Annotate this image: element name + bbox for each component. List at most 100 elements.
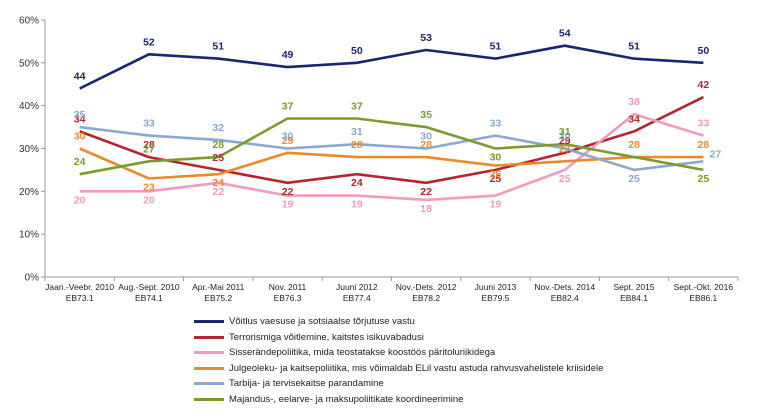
data-label: 25: [698, 173, 710, 185]
legend-label: Tarbija- ja tervisekaitse parandamine: [229, 378, 384, 390]
data-label: 25: [628, 173, 640, 185]
x-tick-label: Juuni 2013: [475, 282, 517, 292]
legend-label: Majandus-, eelarve- ja maksupoliitikate …: [229, 393, 464, 405]
y-tick-label: 20%: [19, 187, 39, 198]
data-label: 30: [559, 131, 571, 143]
data-label: 20: [74, 194, 86, 206]
x-tick-label: Aug.-Sept. 2010: [118, 282, 180, 292]
data-label: 51: [628, 41, 640, 53]
data-label: 26: [490, 169, 502, 181]
data-label: 49: [282, 49, 294, 61]
x-tick-label: Nov.-Dets. 2012: [396, 282, 457, 292]
y-axis-ticks: 0% 10% 20% 30% 40% 50% 60%: [19, 16, 45, 284]
data-label: 25: [490, 173, 502, 185]
data-label: 29: [559, 135, 571, 147]
data-label: 24: [74, 156, 86, 168]
data-label: 25: [212, 152, 224, 164]
series-line: [79, 117, 704, 176]
series-lines: [79, 44, 704, 202]
data-label: 22: [420, 186, 432, 198]
data-label: 50: [351, 45, 363, 57]
x-tick-label: Sept.-Okt. 2016: [674, 282, 734, 292]
x-tick-sublabel: EB74.1: [135, 293, 163, 303]
x-tick-label: Apr.-Mai 2011: [192, 282, 245, 292]
x-tick-sublabel: EB73.1: [66, 293, 94, 303]
data-label: 54: [559, 28, 571, 40]
data-label: 34: [628, 113, 640, 125]
legend-swatch: [194, 320, 224, 324]
x-tick-label: Nov.-Dets. 2014: [534, 282, 595, 292]
x-tick-label: Nov. 2011: [269, 282, 307, 292]
data-label: 22: [282, 186, 294, 198]
data-label: 22: [212, 186, 224, 198]
data-label: 35: [74, 109, 86, 121]
data-label: 51: [490, 41, 502, 53]
legend-swatch: [194, 351, 224, 355]
data-label: 30: [490, 152, 502, 164]
data-label: 28: [212, 139, 224, 151]
data-label: 19: [282, 199, 294, 211]
x-tick-sublabel: EB77.4: [343, 293, 371, 303]
y-tick-label: 50%: [19, 58, 39, 69]
series-line: [79, 95, 704, 185]
legend-item: Sisserändepoliitika, mida teostatakse ko…: [194, 345, 714, 361]
data-label: 34: [74, 113, 86, 125]
legend-swatch: [194, 397, 224, 401]
data-label: 31: [559, 126, 571, 138]
y-tick-label: 0%: [25, 273, 40, 284]
legend-item: Julgeoleku- ja kaitsepoliitika, mis võim…: [194, 361, 714, 377]
data-label: 42: [698, 79, 710, 91]
x-tick-label: Jaan.-Veebr. 2010: [45, 282, 114, 292]
x-tick-sublabel: EB75.2: [204, 293, 232, 303]
legend-item: Majandus-, eelarve- ja maksupoliitikate …: [194, 392, 714, 408]
y-tick-label: 10%: [19, 230, 39, 241]
legend-item: Võitlus vaesuse ja sotsiaalse tõrjutuse …: [194, 314, 714, 330]
data-label: 33: [490, 118, 502, 130]
data-label: 32: [212, 122, 224, 134]
legend-item: Terrorismiga võitlemine, kaitstes isikuv…: [194, 330, 714, 346]
legend-swatch: [194, 382, 224, 386]
x-tick-sublabel: EB84.1: [620, 293, 648, 303]
chart-legend: Võitlus vaesuse ja sotsiaalse tõrjutuse …: [194, 314, 714, 407]
data-label: 18: [420, 203, 432, 215]
data-label: 50: [698, 45, 710, 57]
data-label: 28: [420, 139, 432, 151]
x-tick-sublabel: EB86.1: [689, 293, 717, 303]
legend-swatch: [194, 335, 224, 339]
y-tick-label: 60%: [19, 16, 39, 27]
y-tick-label: 30%: [19, 144, 39, 155]
data-label: 38: [628, 96, 640, 108]
y-tick-label: 40%: [19, 101, 39, 112]
data-label: 37: [282, 101, 294, 113]
legend-label: Sisserändepoliitika, mida teostatakse ko…: [229, 347, 496, 359]
line-chart: 0%10%20%30%40%50%60% Jaan.-Veebr. 2010EB…: [19, 16, 739, 303]
data-label: 23: [143, 181, 155, 193]
data-label: 28: [351, 139, 363, 151]
data-label: 27: [710, 148, 722, 160]
data-label: 24: [212, 177, 224, 189]
data-label: 19: [490, 199, 502, 211]
data-label: 53: [420, 32, 432, 44]
legend-item: Tarbija- ja tervisekaitse parandamine: [194, 376, 714, 392]
x-tick-sublabel: EB82.4: [551, 293, 579, 303]
data-label: 30: [74, 131, 86, 143]
series-line: [79, 44, 704, 90]
data-label: 31: [351, 126, 363, 138]
data-label: 30: [420, 131, 432, 143]
series-line: [79, 112, 704, 202]
x-tick-sublabel: EB79.5: [482, 293, 510, 303]
data-label: 19: [351, 199, 363, 211]
legend-label: Julgeoleku- ja kaitsepoliitika, mis võim…: [229, 362, 604, 374]
data-label: 52: [143, 36, 155, 48]
data-label: 29: [282, 135, 294, 147]
data-label: 24: [351, 177, 363, 189]
series-line: [79, 125, 704, 172]
data-label: 28: [143, 139, 155, 151]
legend-label: Terrorismiga võitlemine, kaitstes isikuv…: [229, 331, 424, 343]
data-label: 28: [698, 139, 710, 151]
data-label: 27: [143, 143, 155, 155]
data-label: 51: [212, 41, 224, 53]
legend-swatch: [194, 366, 224, 370]
x-tick-label: Juuni 2012: [336, 282, 378, 292]
